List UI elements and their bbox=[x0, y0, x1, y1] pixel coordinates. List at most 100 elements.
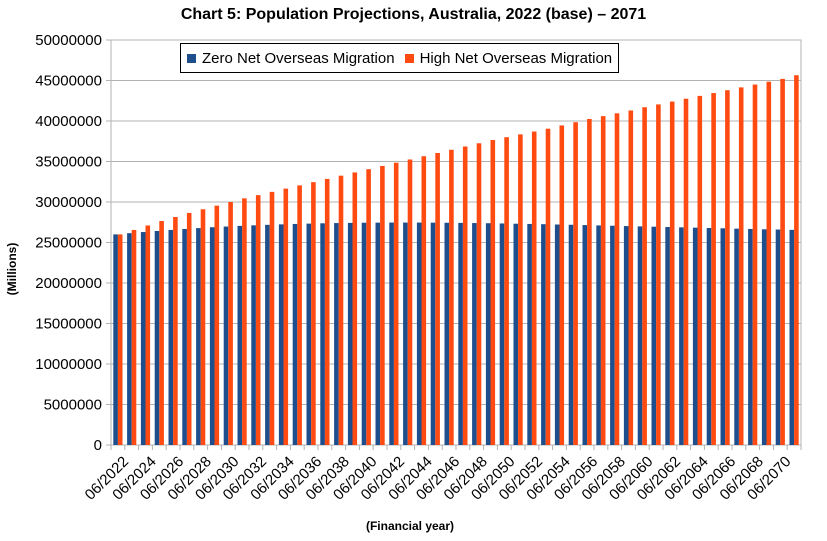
legend: Zero Net Overseas Migration High Net Ove… bbox=[180, 43, 620, 73]
bar-high-nom bbox=[614, 113, 620, 445]
bar-zero-nom bbox=[596, 225, 601, 445]
bar-high-nom bbox=[628, 110, 634, 445]
legend-swatch-zero-nom bbox=[187, 53, 196, 63]
bar-high-nom bbox=[338, 175, 344, 445]
bar-high-nom bbox=[186, 212, 192, 445]
bar-high-nom bbox=[711, 93, 716, 445]
bar-high-nom bbox=[242, 198, 247, 445]
y-tick-label: 30000000 bbox=[35, 194, 102, 211]
bar-high-nom bbox=[573, 122, 578, 446]
bar-zero-nom bbox=[361, 222, 367, 445]
bar-high-nom bbox=[669, 101, 675, 445]
bar-high-nom bbox=[366, 169, 371, 445]
bar-high-nom bbox=[283, 188, 289, 445]
bar-high-nom bbox=[407, 159, 413, 446]
bar-high-nom bbox=[545, 128, 551, 445]
bar-high-nom bbox=[559, 125, 565, 445]
bar-high-nom bbox=[642, 107, 647, 445]
y-tick-label: 5000000 bbox=[44, 397, 102, 414]
bar-high-nom bbox=[462, 146, 468, 445]
bar-zero-nom bbox=[140, 232, 146, 445]
bar-zero-nom bbox=[554, 224, 560, 445]
bar-high-nom bbox=[352, 172, 358, 445]
bar-zero-nom bbox=[196, 228, 201, 445]
bar-high-nom bbox=[269, 191, 275, 446]
bar-high-nom bbox=[490, 140, 496, 446]
y-tick-label: 45000000 bbox=[35, 73, 102, 90]
bar-high-nom bbox=[311, 182, 316, 445]
bar-high-nom bbox=[435, 153, 440, 445]
bar-high-nom bbox=[173, 216, 178, 445]
bar-zero-nom bbox=[775, 229, 781, 445]
bar-zero-nom bbox=[444, 222, 450, 445]
bar-zero-nom bbox=[665, 227, 670, 445]
bar-high-nom bbox=[518, 134, 523, 445]
bars bbox=[113, 75, 799, 446]
bar-high-nom bbox=[587, 118, 592, 445]
bar-zero-nom bbox=[734, 228, 739, 445]
bar-high-nom bbox=[476, 143, 482, 445]
bar-zero-nom bbox=[389, 222, 394, 445]
bar-zero-nom bbox=[127, 233, 132, 445]
bar-zero-nom bbox=[403, 222, 408, 445]
bar-zero-nom bbox=[679, 227, 684, 445]
y-tick-label: 20000000 bbox=[35, 275, 102, 292]
bar-zero-nom bbox=[113, 234, 118, 445]
bar-high-nom bbox=[200, 209, 206, 445]
bar-high-nom bbox=[449, 149, 454, 445]
bar-zero-nom bbox=[154, 231, 160, 445]
bar-zero-nom bbox=[292, 223, 298, 445]
bar-zero-nom bbox=[485, 223, 491, 445]
bar-high-nom bbox=[794, 75, 799, 446]
bar-zero-nom bbox=[278, 224, 284, 445]
bar-high-nom bbox=[214, 205, 220, 445]
bar-zero-nom bbox=[458, 222, 463, 445]
bar-high-nom bbox=[697, 95, 703, 445]
bar-zero-nom bbox=[375, 222, 381, 445]
bar-zero-nom bbox=[334, 223, 339, 445]
bar-high-nom bbox=[117, 234, 123, 445]
legend-item-zero-nom: Zero Net Overseas Migration bbox=[187, 50, 395, 67]
y-tick-label: 35000000 bbox=[35, 154, 102, 171]
bar-zero-nom bbox=[499, 223, 505, 445]
bar-zero-nom bbox=[347, 222, 353, 445]
bar-high-nom bbox=[725, 90, 730, 445]
y-tick-label: 50000000 bbox=[35, 32, 102, 49]
bar-zero-nom bbox=[430, 222, 436, 445]
y-tick-label: 25000000 bbox=[35, 235, 102, 252]
bar-high-nom bbox=[738, 87, 744, 445]
bar-zero-nom bbox=[692, 227, 698, 445]
bar-high-nom bbox=[255, 195, 261, 445]
bar-zero-nom bbox=[582, 225, 588, 445]
bar-high-nom bbox=[228, 202, 233, 445]
chart-title: Chart 5: Population Projections, Austral… bbox=[180, 6, 647, 23]
bar-high-nom bbox=[380, 165, 385, 445]
bar-zero-nom bbox=[265, 224, 270, 445]
bar-high-nom bbox=[145, 225, 151, 445]
legend-label-high-nom: High Net Overseas Migration bbox=[419, 49, 613, 67]
bar-zero-nom bbox=[513, 223, 519, 445]
y-axis-label: (Millions) bbox=[5, 242, 19, 296]
bar-zero-nom bbox=[651, 226, 657, 445]
bar-zero-nom bbox=[209, 227, 215, 445]
bar-zero-nom bbox=[320, 223, 325, 445]
bar-high-nom bbox=[131, 229, 137, 445]
bar-zero-nom bbox=[761, 229, 767, 445]
y-tick-label: 15000000 bbox=[35, 316, 102, 333]
bar-high-nom bbox=[297, 185, 302, 445]
bar-zero-nom bbox=[306, 223, 312, 445]
y-tick-label: 10000000 bbox=[35, 356, 102, 373]
bar-high-nom bbox=[752, 84, 758, 446]
bar-zero-nom bbox=[623, 226, 629, 445]
x-axis-tick-labels: 06/202206/202406/202606/202806/203006/20… bbox=[82, 453, 795, 503]
y-axis-tick-labels: 0 5000000 10000000 15000000 20000000 25000000… bbox=[35, 32, 102, 454]
bar-zero-nom bbox=[610, 225, 615, 445]
bar-zero-nom bbox=[168, 229, 174, 445]
legend-item-high-nom: High Net Overseas Migration bbox=[404, 49, 613, 67]
legend-swatch-high-nom bbox=[404, 53, 414, 63]
bar-high-nom bbox=[324, 178, 330, 445]
y-tick-label: 40000000 bbox=[35, 113, 102, 130]
bar-zero-nom bbox=[637, 226, 643, 445]
bar-zero-nom bbox=[182, 228, 187, 445]
